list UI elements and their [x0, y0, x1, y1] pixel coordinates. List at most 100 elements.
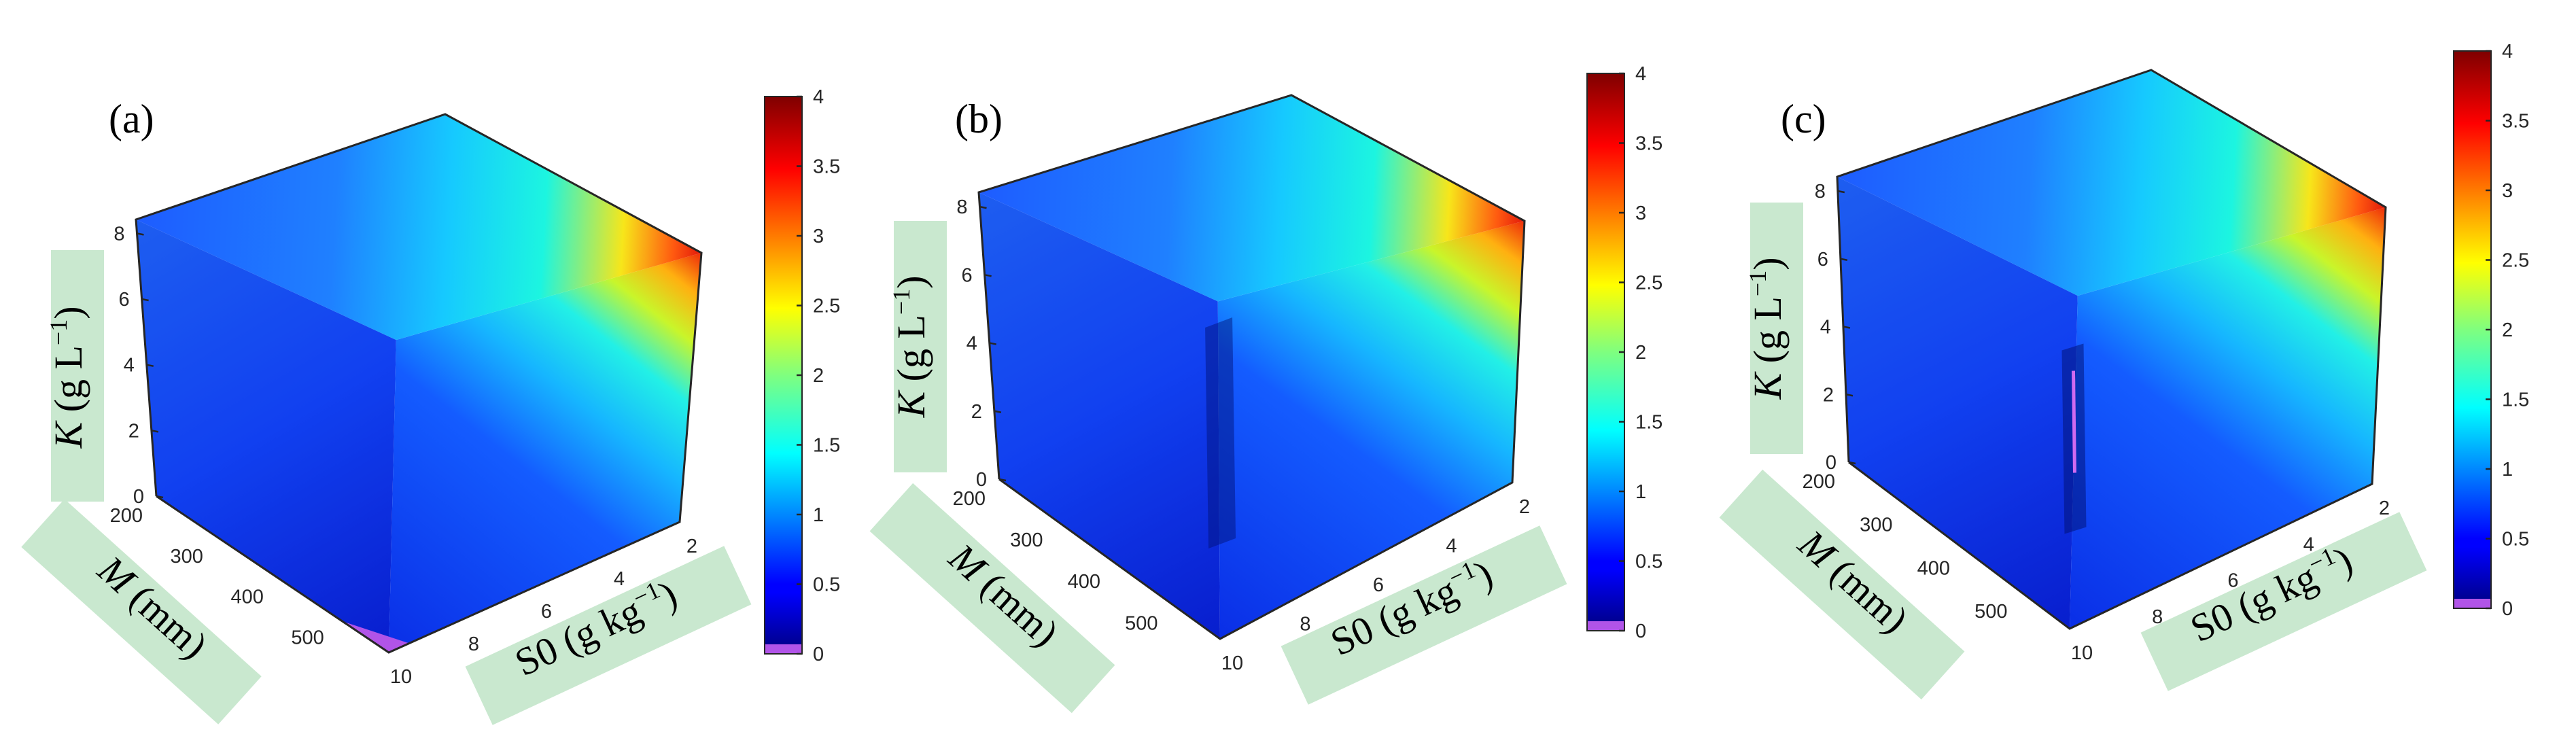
colorbar	[2453, 50, 2492, 609]
m-tick-label: 500	[1125, 612, 1158, 634]
s0-tick-label: 10	[390, 666, 412, 688]
k-axis-label: K (g L−1)	[45, 306, 90, 449]
k-tick-mark	[141, 298, 149, 302]
face-left	[979, 192, 1220, 639]
s0-tick-label: 6	[541, 601, 552, 623]
k-tick-label: 0	[1826, 452, 1837, 474]
k-tick-mark	[998, 478, 1007, 482]
cube-outline	[977, 94, 1526, 640]
s0-tick-label: 8	[2152, 606, 2163, 628]
k-tick-label: 2	[1823, 384, 1834, 406]
k-tick-label: 0	[133, 486, 144, 508]
k-tick-label: 8	[114, 223, 124, 245]
inner-slice-shadow	[1205, 317, 1236, 549]
inner-slice-highlight	[2071, 370, 2076, 473]
m-label-highlight	[1719, 469, 1965, 700]
low-value-patch	[324, 608, 409, 652]
s0-tick-label: 8	[468, 633, 479, 655]
k-tick-mark	[1845, 394, 1853, 397]
k-tick-label: 4	[967, 333, 977, 355]
colorbar-tick-label: 4	[813, 86, 824, 108]
k-label-highlight	[894, 221, 947, 472]
colorbar-tick-label: 0	[813, 644, 824, 665]
m-tick-label: 300	[1860, 515, 1892, 536]
k-tick-mark	[1843, 326, 1851, 329]
cube-outline	[135, 113, 703, 654]
colorbar-tick-label: 3	[2502, 180, 2513, 202]
k-label-highlight	[1750, 203, 1803, 454]
k-tick-label: 8	[1815, 181, 1826, 203]
k-tick-label: 0	[976, 469, 987, 491]
m-tick-label: 200	[110, 505, 143, 527]
panel-label: (a)	[109, 97, 154, 141]
panel-b: 0 2 4 6 8 200 300 400 500 2 4 6 8 10 0 0.5 1 1.5 2 2.5 3 3.5 4…	[869, 63, 1663, 714]
colorbar-tick-label: 1.5	[1635, 412, 1663, 434]
s0-tick-label: 4	[614, 568, 625, 590]
s0-tick-label: 6	[1373, 574, 1384, 596]
panel-c: 0 2 4 6 8 200 300 400 500 2 4 6 8 10 0 0.5 1 1.5 2 2.5 3 3.5 4…	[1719, 41, 2529, 700]
panel-a: 0 2 4 6 8 200 300 400 500 2 4 6 8 10 0 0.5 1 1.5 2 2.5 3 3.5 4…	[21, 86, 840, 725]
s0-label-highlight	[2140, 512, 2427, 691]
colorbar-tick-label: 1.5	[2502, 389, 2529, 411]
face-left	[1837, 177, 2078, 629]
panel-label: (c)	[1781, 97, 1826, 141]
k-tick-label: 4	[1820, 317, 1831, 338]
m-tick-label: 300	[1010, 529, 1043, 551]
m-tick-label: 400	[230, 587, 263, 608]
k-tick-mark	[984, 274, 992, 277]
face-top	[136, 114, 701, 341]
colorbar-low-swatch	[765, 644, 801, 653]
face-right	[389, 253, 701, 652]
k-tick-label: 6	[1817, 249, 1828, 271]
k-tick-mark	[156, 495, 164, 499]
colorbar-tick-label: 2.5	[2502, 250, 2529, 272]
shade-left	[136, 220, 396, 652]
m-tick-label: 200	[1803, 471, 1835, 493]
k-tick-mark	[1837, 190, 1845, 194]
colorbar-tick-label: 1	[2502, 459, 2513, 481]
s0-tick-label: 4	[1446, 536, 1457, 557]
panels-layer: 0246820030040050024681000.511.522.533.54…	[21, 41, 2529, 725]
m-label-highlight	[869, 483, 1115, 714]
s0-label-highlight	[465, 546, 752, 725]
colorbar-tick-label: 3.5	[1635, 133, 1663, 155]
colorbar-tick-label: 3.5	[2502, 111, 2529, 133]
k-tick-mark	[151, 430, 159, 433]
colorbar-tick-label: 4	[1635, 63, 1646, 85]
k-tick-mark	[994, 410, 1002, 414]
colorbar-tick-label: 2.5	[813, 296, 840, 317]
s0-tick-label: 10	[2071, 642, 2093, 664]
s0-tick-label: 6	[2227, 570, 2238, 592]
s0-tick-label: 2	[686, 536, 697, 557]
m-tick-label: 500	[1974, 601, 2007, 623]
k-tick-mark	[989, 342, 996, 345]
colorbar-tick-label: 0.5	[1635, 551, 1663, 573]
colorbar-tick-label: 1	[813, 504, 824, 526]
m-tick-label: 500	[291, 627, 324, 648]
s0-label-highlight	[1281, 525, 1567, 705]
m-tick-label: 300	[171, 546, 203, 568]
k-tick-mark	[137, 232, 144, 236]
k-tick-label: 2	[128, 420, 139, 442]
m-tick-label: 400	[1068, 571, 1100, 593]
k-tick-mark	[146, 364, 154, 367]
face-top	[1837, 70, 2386, 296]
colorbar-tick-label: 1	[1635, 481, 1646, 503]
colorbar-low-swatch	[1588, 621, 1624, 630]
k-tick-mark	[1840, 258, 1848, 261]
colorbar	[764, 96, 803, 655]
k-tick-label: 8	[956, 196, 967, 218]
colorbar-tick-label: 2	[1635, 342, 1646, 364]
colorbar-tick-label: 0.5	[2502, 529, 2529, 551]
face-right	[1217, 221, 1525, 639]
colorbar-tick-label: 2.5	[1635, 273, 1663, 294]
colorbar-tick-label: 3.5	[813, 156, 840, 178]
colorbar	[1586, 73, 1625, 631]
k-axis-label: K (g L−1)	[888, 275, 933, 418]
k-tick-label: 6	[118, 289, 129, 311]
k-axis-label: K (g L−1)	[1744, 257, 1790, 400]
face-right	[2070, 207, 2386, 629]
shade-left	[979, 192, 1220, 639]
face-top	[979, 95, 1525, 302]
k-tick-label: 2	[971, 401, 982, 423]
